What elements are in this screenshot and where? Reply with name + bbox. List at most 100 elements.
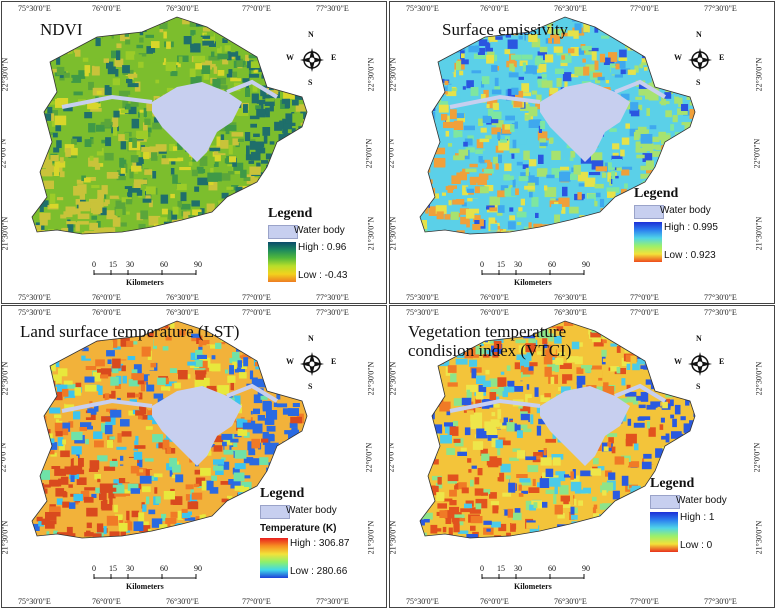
longitude-label-top: 77°30'0"E bbox=[316, 4, 349, 13]
river bbox=[614, 79, 667, 99]
map-title: Vegetation temperature condision index (V… bbox=[408, 322, 571, 360]
water-body-swatch bbox=[634, 205, 664, 219]
river bbox=[226, 383, 279, 403]
scale-tick-label: 0 bbox=[92, 260, 96, 269]
study-area-map bbox=[31, 320, 308, 539]
compass-s: S bbox=[308, 382, 313, 391]
scale-tick-label: 15 bbox=[497, 260, 505, 269]
river bbox=[614, 383, 667, 403]
longitude-label-top: 75°30'0"E bbox=[406, 308, 439, 317]
compass-e: E bbox=[719, 357, 725, 366]
scale-bar bbox=[93, 574, 197, 579]
longitude-label-bottom: 76°0'0"E bbox=[92, 293, 121, 302]
longitude-label-bottom: 77°0'0"E bbox=[242, 597, 271, 606]
color-ramp bbox=[268, 242, 296, 282]
water-body-swatch bbox=[260, 505, 290, 519]
longitude-label-bottom: 77°30'0"E bbox=[316, 597, 349, 606]
compass-w: W bbox=[286, 357, 294, 366]
compass-e: E bbox=[719, 53, 725, 62]
legend-high: High : 1 bbox=[680, 512, 715, 523]
scale-bar bbox=[481, 270, 585, 275]
compass-s: S bbox=[308, 78, 313, 87]
longitude-label-bottom: 77°0'0"E bbox=[630, 293, 659, 302]
legend-low: Low : 280.66 bbox=[290, 566, 348, 577]
river bbox=[61, 398, 153, 413]
longitude-label-top: 77°30'0"E bbox=[704, 4, 737, 13]
longitude-label-top: 76°30'0"E bbox=[554, 4, 587, 13]
longitude-label-bottom: 77°0'0"E bbox=[630, 597, 659, 606]
longitude-label-top: 77°0'0"E bbox=[242, 308, 271, 317]
scale-tick-label: 0 bbox=[92, 564, 96, 573]
compass-w: W bbox=[674, 357, 682, 366]
longitude-label-bottom: 77°30'0"E bbox=[316, 293, 349, 302]
longitude-label-bottom: 76°30'0"E bbox=[166, 293, 199, 302]
map-title: Land surface temperature (LST) bbox=[20, 322, 240, 341]
longitude-label-top: 77°0'0"E bbox=[630, 308, 659, 317]
river bbox=[449, 398, 541, 413]
compass-s: S bbox=[696, 78, 701, 87]
scale-tick-label: 90 bbox=[194, 564, 202, 573]
scale-unit-label: Kilometers bbox=[514, 582, 552, 591]
compass-e: E bbox=[331, 357, 337, 366]
longitude-label-bottom: 77°0'0"E bbox=[242, 293, 271, 302]
legend-high: High : 0.995 bbox=[664, 222, 718, 233]
river bbox=[449, 94, 541, 109]
longitude-label-bottom: 76°30'0"E bbox=[554, 293, 587, 302]
scale-unit-label: Kilometers bbox=[514, 278, 552, 287]
scale-bar bbox=[93, 270, 197, 275]
compass-e: E bbox=[331, 53, 337, 62]
water-body bbox=[152, 386, 242, 466]
north-arrow-icon bbox=[688, 352, 712, 376]
longitude-label-top: 75°30'0"E bbox=[18, 308, 51, 317]
scale-tick-label: 90 bbox=[194, 260, 202, 269]
longitude-label-bottom: 76°0'0"E bbox=[92, 597, 121, 606]
scale-tick-label: 30 bbox=[514, 260, 522, 269]
water-body-label: Water body bbox=[676, 495, 727, 506]
units-label: Temperature (K) bbox=[260, 523, 337, 534]
longitude-label-bottom: 76°0'0"E bbox=[480, 293, 509, 302]
legend-title: Legend bbox=[634, 186, 679, 201]
scale-tick-label: 15 bbox=[109, 260, 117, 269]
longitude-label-bottom: 75°30'0"E bbox=[18, 597, 51, 606]
longitude-label-top: 76°0'0"E bbox=[480, 308, 509, 317]
longitude-label-bottom: 75°30'0"E bbox=[18, 293, 51, 302]
legend-low: Low : 0 bbox=[680, 540, 713, 551]
legend-high: High : 306.87 bbox=[290, 538, 350, 549]
longitude-label-top: 77°0'0"E bbox=[242, 4, 271, 13]
legend-low: Low : -0.43 bbox=[298, 270, 348, 281]
north-arrow-icon bbox=[300, 352, 324, 376]
longitude-label-bottom: 76°30'0"E bbox=[554, 597, 587, 606]
scale-tick-label: 90 bbox=[582, 260, 590, 269]
compass-n: N bbox=[308, 334, 314, 343]
north-arrow-icon bbox=[300, 48, 324, 72]
scale-unit-label: Kilometers bbox=[126, 582, 164, 591]
north-arrow-icon bbox=[688, 48, 712, 72]
longitude-label-bottom: 77°30'0"E bbox=[704, 597, 737, 606]
compass-s: S bbox=[696, 382, 701, 391]
water-body-swatch bbox=[650, 495, 680, 509]
vtci-panel: 75°30'0"E 75°30'0"E 76°0'0"E 76°0'0"E 76°30'… bbox=[389, 305, 775, 608]
legend-low: Low : 0.923 bbox=[664, 250, 716, 261]
study-area-map bbox=[419, 320, 696, 539]
water-body bbox=[540, 82, 630, 162]
compass-n: N bbox=[696, 334, 702, 343]
ndvi-panel: 75°30'0"E 75°30'0"E 76°0'0"E 76°0'0"E 76°30'… bbox=[1, 1, 387, 304]
longitude-label-bottom: 76°30'0"E bbox=[166, 597, 199, 606]
water-body-label: Water body bbox=[294, 225, 345, 236]
scale-tick-label: 0 bbox=[480, 260, 484, 269]
scale-tick-label: 15 bbox=[497, 564, 505, 573]
water-body bbox=[152, 82, 242, 162]
map-title-line: Vegetation temperature bbox=[408, 322, 567, 341]
longitude-label-top: 76°30'0"E bbox=[554, 308, 587, 317]
scale-tick-label: 60 bbox=[160, 564, 168, 573]
scale-unit-label: Kilometers bbox=[126, 278, 164, 287]
river bbox=[61, 94, 153, 109]
emissivity-panel: 75°30'0"E 75°30'0"E 76°0'0"E 76°0'0"E 76°30'… bbox=[389, 1, 775, 304]
longitude-label-top: 76°0'0"E bbox=[92, 308, 121, 317]
scale-tick-label: 60 bbox=[548, 564, 556, 573]
water-body-label: Water body bbox=[660, 205, 711, 216]
scale-tick-label: 30 bbox=[126, 260, 134, 269]
longitude-label-top: 76°0'0"E bbox=[480, 4, 509, 13]
scale-tick-label: 30 bbox=[126, 564, 134, 573]
color-ramp bbox=[260, 538, 288, 578]
